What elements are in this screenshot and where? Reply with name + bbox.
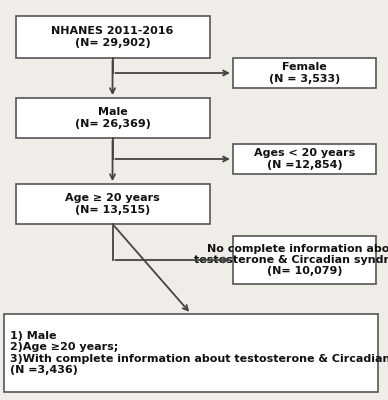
Text: (N= 10,079): (N= 10,079)	[267, 266, 342, 276]
FancyBboxPatch shape	[233, 58, 376, 88]
FancyBboxPatch shape	[233, 144, 376, 174]
Text: (N= 29,902): (N= 29,902)	[74, 38, 151, 48]
Text: 3)With complete information about testosterone & Circadian syndrome;: 3)With complete information about testos…	[10, 354, 388, 364]
FancyBboxPatch shape	[16, 184, 210, 224]
Text: (N= 13,515): (N= 13,515)	[75, 205, 150, 214]
Text: 1) Male: 1) Male	[10, 331, 56, 341]
Text: No complete information about: No complete information about	[207, 244, 388, 254]
Text: 2)Age ≥20 years;: 2)Age ≥20 years;	[10, 342, 118, 352]
Text: Male: Male	[98, 107, 127, 118]
FancyBboxPatch shape	[16, 98, 210, 138]
Text: (N = 3,533): (N = 3,533)	[269, 74, 340, 84]
Text: (N =12,854): (N =12,854)	[267, 160, 342, 170]
FancyBboxPatch shape	[233, 236, 376, 284]
Text: (N= 26,369): (N= 26,369)	[74, 118, 151, 128]
Text: Ages < 20 years: Ages < 20 years	[254, 148, 355, 158]
FancyBboxPatch shape	[16, 16, 210, 58]
Text: Female: Female	[282, 62, 327, 72]
FancyBboxPatch shape	[4, 314, 378, 392]
Text: Age ≥ 20 years: Age ≥ 20 years	[65, 194, 160, 203]
Text: (N =3,436): (N =3,436)	[10, 365, 78, 375]
Text: NHANES 2011-2016: NHANES 2011-2016	[51, 26, 174, 36]
Text: testosterone & Circadian syndrome: testosterone & Circadian syndrome	[194, 255, 388, 265]
